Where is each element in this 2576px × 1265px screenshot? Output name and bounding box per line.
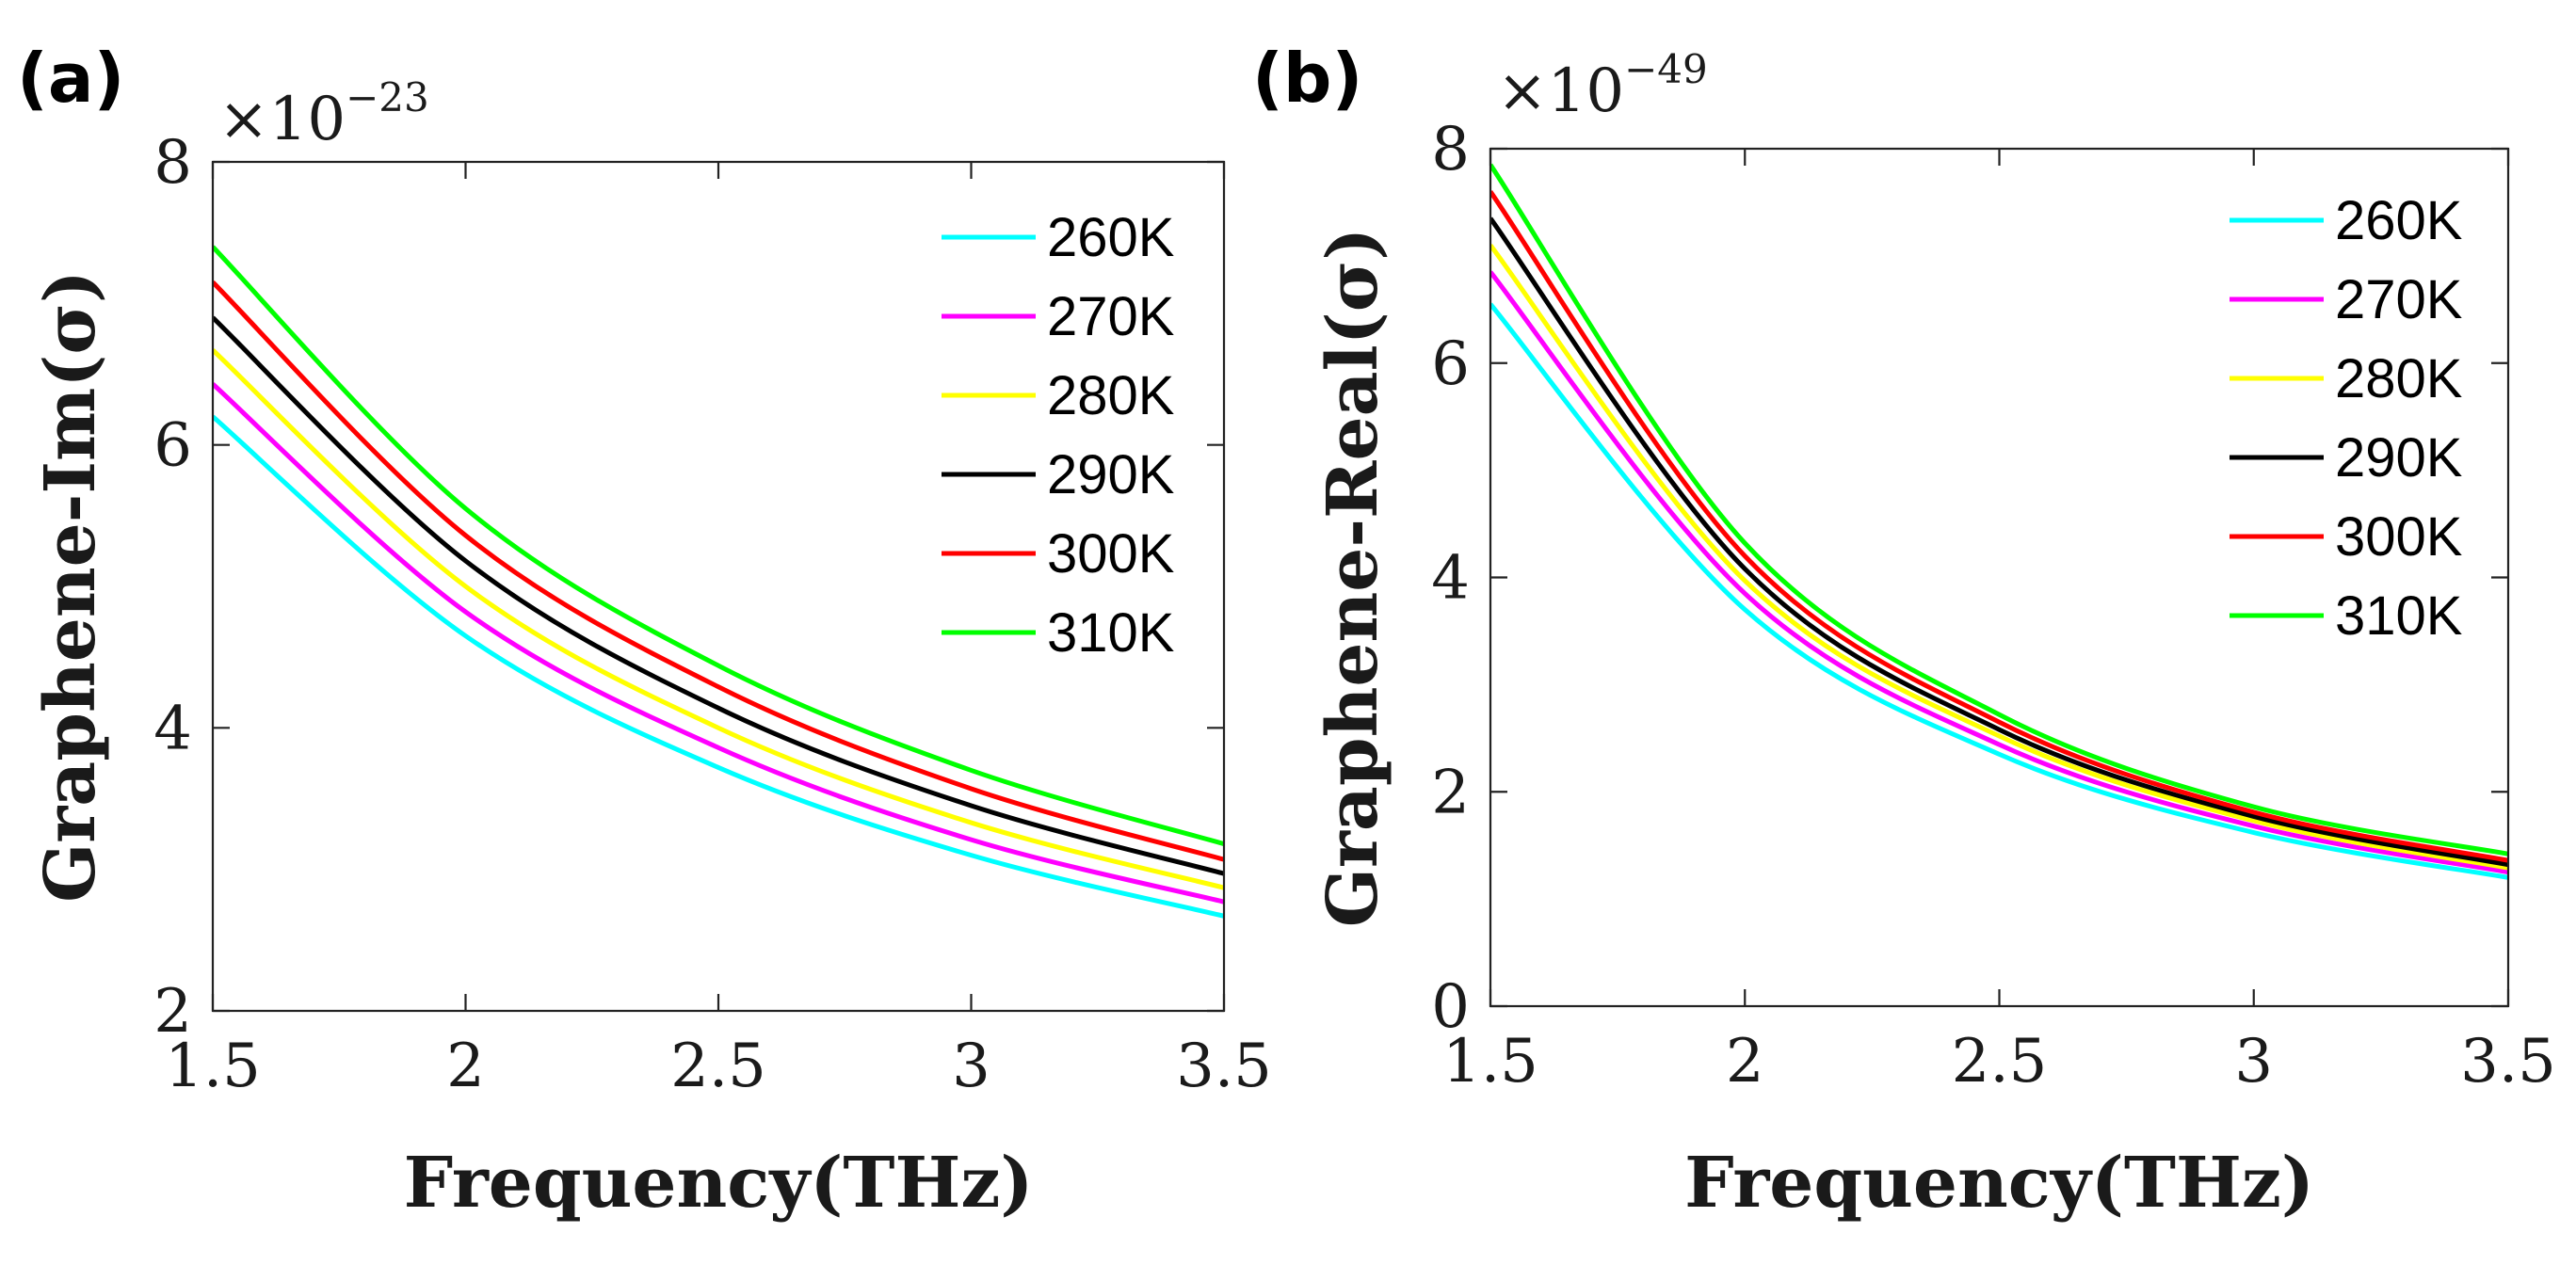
- x-tick-label: 3.5: [2460, 1027, 2556, 1097]
- chart-panel-b: 1.5 2 2.5 3 3.5 0 2 4 6 8 ×10−49 Frequency(THz) Grap…: [1252, 39, 2556, 1224]
- series-line-300K: [213, 280, 1224, 862]
- series-line-280K: [213, 348, 1224, 890]
- y-tick-label: 8: [153, 128, 192, 198]
- y-tick-label: 2: [1431, 758, 1470, 827]
- series-line-300K: [1490, 190, 2508, 863]
- y-tick-label: 0: [1431, 972, 1470, 1042]
- y-tick-label: 4: [1431, 544, 1470, 614]
- x-tick-label: 3.5: [1176, 1032, 1272, 1101]
- y-exponent-base: ×10: [218, 85, 346, 154]
- legend-label: 260K: [1047, 207, 1175, 268]
- y-exponent-power: −49: [1624, 46, 1708, 92]
- x-tick-label: 2.5: [1952, 1027, 2048, 1097]
- y-tick-label: 8: [1431, 115, 1470, 184]
- series-line-290K: [213, 315, 1224, 876]
- x-tick-label: 2: [446, 1032, 485, 1101]
- legend-label: 260K: [2335, 190, 2463, 251]
- legend-label: 280K: [1047, 365, 1175, 426]
- legend-label: 270K: [2335, 269, 2463, 330]
- y-tick-label: 4: [153, 694, 192, 763]
- legend: 260K 270K 280K 290K 300K 310K: [942, 207, 1175, 664]
- legend-label: 270K: [1047, 286, 1175, 347]
- y-tick-label: 2: [153, 977, 192, 1047]
- x-axis-title: Frequency(THz): [404, 1143, 1034, 1224]
- y-exponent-label: ×10−23: [218, 74, 429, 154]
- series-line-310K: [213, 245, 1224, 847]
- legend-label: 300K: [2335, 506, 2463, 568]
- y-exponent-base: ×10: [1497, 56, 1624, 126]
- series-line-260K: [213, 414, 1224, 919]
- legend-label: 290K: [2335, 427, 2463, 488]
- series-line-310K: [1490, 163, 2508, 857]
- chart-panel-a: 1.5 2 2.5 3 3.52468×10−23Frequency(THz)Graph…: [17, 39, 1272, 1224]
- legend-label: 280K: [2335, 348, 2463, 409]
- legend-label: 290K: [1047, 444, 1175, 505]
- legend-label: 310K: [1047, 602, 1175, 664]
- series-line-270K: [1490, 270, 2508, 875]
- x-tick-label: 1.5: [165, 1032, 261, 1101]
- y-axis-title: Graphene-Im(σ): [30, 270, 111, 903]
- legend-label: 310K: [2335, 585, 2463, 647]
- y-exponent-power: −23: [346, 74, 429, 120]
- series-line-290K: [1490, 216, 2508, 868]
- y-tick-label: 6: [1431, 329, 1470, 399]
- series-line-270K: [213, 382, 1224, 905]
- y-exponent-label: ×10−49: [1497, 46, 1708, 126]
- y-tick-label: 6: [153, 411, 192, 481]
- legend: 260K 270K 280K 290K 300K 310K: [2230, 190, 2463, 647]
- series-line-280K: [1490, 243, 2508, 871]
- x-tick-label: 3: [2234, 1027, 2273, 1097]
- panel-label: (a): [17, 39, 124, 118]
- x-tick-label: 2: [1726, 1027, 1764, 1097]
- y-axis-title: Graphene-Real(σ): [1312, 228, 1393, 928]
- x-tick-label: 3: [952, 1032, 990, 1101]
- series-line-260K: [1490, 302, 2508, 880]
- x-tick-label: 2.5: [670, 1032, 766, 1101]
- x-tick-label: 1.5: [1442, 1027, 1538, 1097]
- panel-label: (b): [1252, 39, 1362, 118]
- x-axis-title: Frequency(THz): [1684, 1143, 2314, 1224]
- legend-label: 300K: [1047, 523, 1175, 584]
